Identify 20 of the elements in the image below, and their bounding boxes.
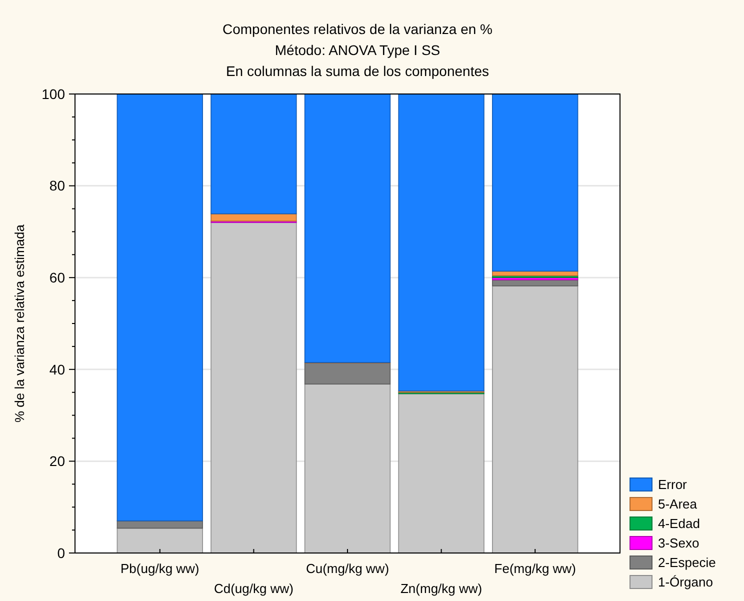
y-axis-title: % de la varianza relativa estimada (12, 224, 27, 422)
x-tick-label: Pb(ug/kg ww) (120, 561, 200, 576)
chart-title: Componentes relativos de la varianza en % (222, 21, 493, 37)
x-tick-label: Zn(mg/kg ww) (400, 581, 482, 596)
legend-label: 4-Edad (658, 516, 700, 531)
y-tick-label: 20 (49, 453, 66, 470)
x-tick-label: Cu(mg/kg ww) (306, 561, 390, 576)
y-tick-label: 40 (49, 361, 66, 378)
legend-label: 3-Sexo (658, 536, 700, 550)
y-tick-label: 60 (49, 270, 66, 286)
legend-label: 1-Órgano (658, 574, 713, 590)
legend-label: 2-Especie (658, 555, 716, 570)
y-tick-label: 100 (42, 86, 66, 102)
x-tick-label: Fe(mg/kg ww) (494, 561, 576, 576)
legend-label: 5-Area (658, 496, 698, 512)
y-tick-label: 0 (57, 544, 66, 561)
legend-label: Error (658, 477, 688, 492)
chart-subtitle: Método: ANOVA Type I SS En columnas la suma de los componentes (226, 42, 490, 79)
y-tick-label: 80 (49, 178, 66, 194)
x-tick-label: Cd(ug/kg ww) (214, 581, 294, 596)
